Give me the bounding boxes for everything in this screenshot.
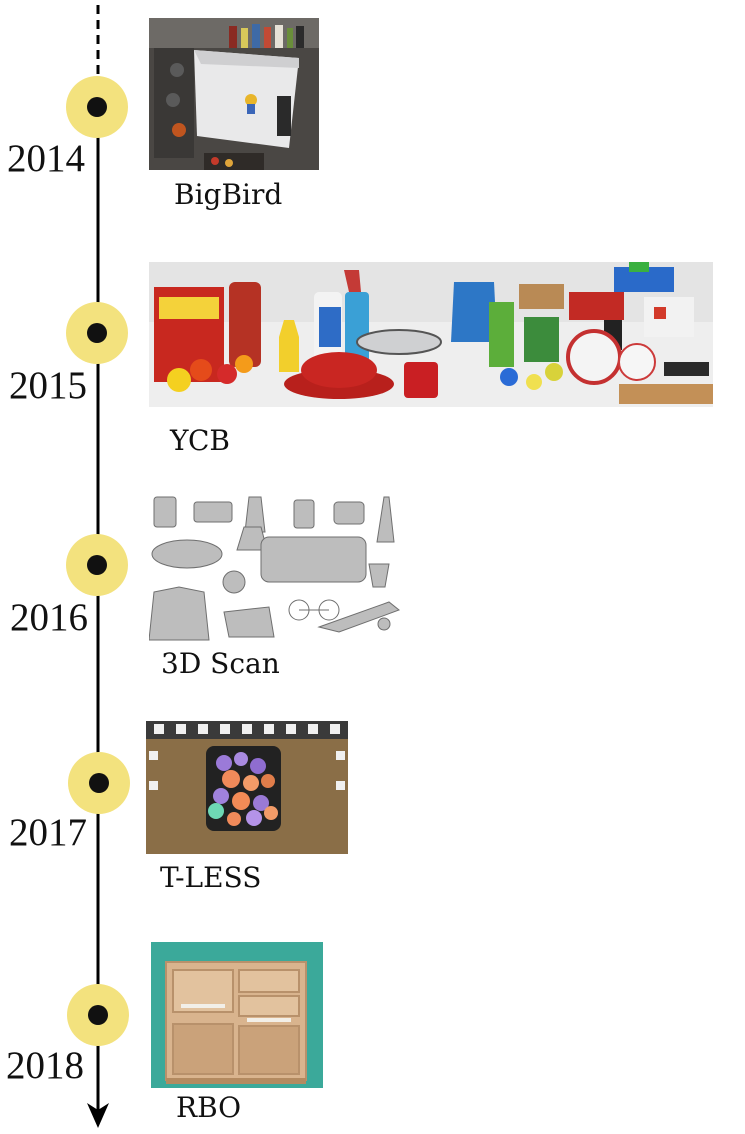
dataset-label-bigbird: BigBird [174, 178, 283, 211]
year-label-2014: 2014 [7, 137, 85, 180]
marker-2018 [67, 984, 129, 1046]
year-label-2015: 2015 [9, 364, 87, 407]
marker-2014 [66, 76, 128, 138]
ycb-image [149, 262, 713, 407]
year-label-2017: 2017 [9, 811, 87, 854]
dataset-label-3d-scan: 3D Scan [161, 647, 280, 680]
year-label-2016: 2016 [10, 596, 88, 639]
t-less-image [146, 721, 348, 854]
rbo-image [151, 942, 323, 1088]
marker-2015 [66, 302, 128, 364]
marker-2016 [66, 534, 128, 596]
year-label-2018: 2018 [6, 1044, 84, 1087]
dataset-label-ycb: YCB [170, 424, 230, 457]
axis-arrowhead [87, 1103, 109, 1128]
dataset-label-t-less: T-LESS [160, 861, 262, 894]
bigbird-image [149, 18, 319, 170]
3d-scan-image [149, 492, 404, 642]
marker-2017 [68, 752, 130, 814]
dataset-label-rbo: RBO [176, 1091, 242, 1124]
